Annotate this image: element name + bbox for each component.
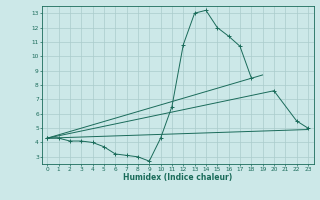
X-axis label: Humidex (Indice chaleur): Humidex (Indice chaleur) — [123, 173, 232, 182]
